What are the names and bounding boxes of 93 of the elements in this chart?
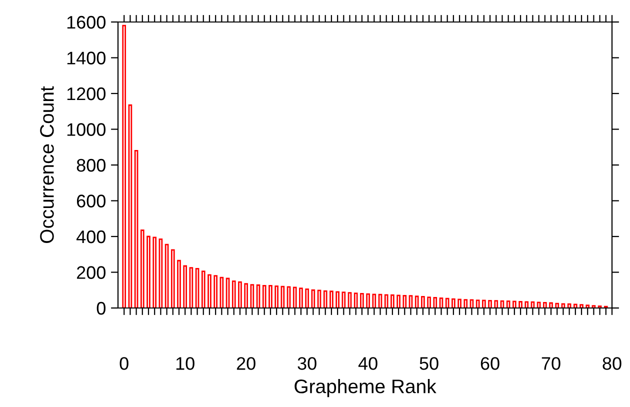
bar: [226, 278, 230, 308]
bar: [164, 244, 169, 308]
bar: [396, 294, 400, 308]
bar: [158, 238, 163, 308]
bar: [232, 280, 236, 308]
bar: [244, 283, 248, 308]
bar: [482, 300, 486, 308]
bar: [311, 289, 316, 308]
x-tick-label: 0: [120, 357, 128, 370]
bar: [586, 304, 590, 308]
bar: [195, 268, 200, 308]
bar: [323, 290, 328, 308]
bar: [384, 294, 388, 308]
bar: [427, 296, 431, 308]
bar: [580, 304, 584, 308]
x-tick-label: 20: [236, 357, 256, 370]
bar: [208, 274, 212, 308]
y-tick-label: 600: [76, 194, 106, 208]
y-axis-title: Occurrence Count: [40, 86, 54, 243]
bar: [177, 260, 181, 308]
x-axis-title: Grapheme Rank: [294, 379, 436, 398]
bar: [592, 305, 596, 308]
y-tick-label: 1600: [67, 16, 106, 29]
bar: [146, 236, 150, 308]
x-tick-label: 40: [358, 357, 378, 370]
y-tick-label: 1000: [67, 123, 106, 136]
bar: [555, 302, 560, 308]
bar: [561, 303, 566, 308]
x-tick-label: 60: [480, 357, 500, 370]
bar: [433, 296, 438, 308]
bar: [494, 300, 498, 308]
x-tick-label: 80: [602, 357, 622, 370]
bar: [317, 290, 322, 308]
bar: [214, 275, 218, 308]
x-tick-label: 70: [542, 357, 560, 370]
x-tick-label: 10: [176, 357, 194, 370]
y-tick-label: 1200: [67, 87, 106, 100]
bar: [140, 230, 144, 308]
bar: [170, 249, 175, 308]
bar: [543, 302, 547, 308]
bar: [330, 290, 334, 308]
bar: [299, 288, 303, 308]
bar: [524, 301, 529, 308]
y-tick-label: 1400: [67, 52, 106, 64]
bar: [452, 298, 456, 308]
bar: [342, 292, 346, 308]
bar: [256, 284, 260, 308]
bar: [512, 300, 516, 308]
bar: [488, 300, 492, 308]
bar: [421, 296, 425, 308]
bar: [220, 276, 224, 308]
bar: [476, 300, 480, 308]
bar: [189, 267, 194, 308]
bar: [360, 293, 364, 308]
bar: [201, 270, 206, 308]
bar: [305, 288, 309, 308]
bar: [292, 286, 297, 308]
y-tick-label: 400: [76, 230, 106, 244]
bar: [458, 298, 462, 308]
bar: [122, 24, 126, 308]
bar: [268, 284, 272, 308]
bar: [464, 299, 468, 308]
bar: [250, 284, 254, 308]
bar: [445, 298, 450, 308]
bar: [402, 294, 407, 308]
bar: [262, 284, 266, 308]
bar: [354, 292, 358, 308]
bar: [518, 301, 522, 308]
bar: [378, 294, 382, 308]
bar: [506, 300, 510, 308]
bar: [286, 286, 291, 308]
bar: [390, 294, 394, 308]
bar: [152, 236, 157, 308]
bar: [408, 295, 413, 308]
y-tick-label: 200: [76, 266, 106, 279]
bar: [280, 286, 285, 308]
bar: [414, 296, 419, 308]
bar: [183, 265, 187, 308]
bar: [336, 291, 340, 308]
y-tick-label: 800: [76, 158, 106, 172]
x-tick-label: 30: [298, 357, 316, 370]
bar: [372, 294, 376, 308]
bar: [573, 304, 578, 308]
bar: [274, 285, 278, 308]
bar: [366, 293, 370, 308]
bar: [128, 104, 132, 308]
bar: [549, 302, 553, 308]
bar: [439, 297, 444, 308]
x-tick-label: 50: [420, 357, 438, 370]
y-tick-label: 0: [96, 302, 106, 315]
bar: [238, 281, 242, 308]
bar: [134, 150, 138, 308]
bar: [348, 292, 352, 308]
